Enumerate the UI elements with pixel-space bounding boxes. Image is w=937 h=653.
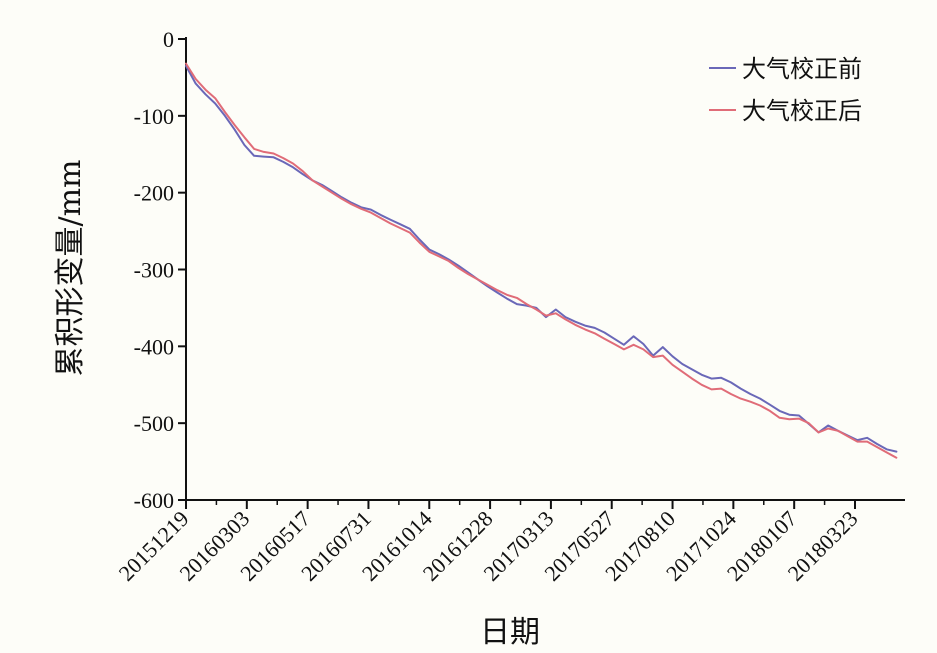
y-tick-label: -300 — [134, 258, 174, 283]
legend-label: 大气校正前 — [742, 55, 862, 83]
y-tick-label: -400 — [134, 334, 174, 359]
legend-label: 大气校正后 — [742, 97, 862, 125]
y-ticks: 0 -100 -200 -300 -400 -500 -600 — [134, 27, 186, 513]
x-axis-title: 日期 — [480, 615, 540, 650]
series-line-2 — [185, 62, 898, 459]
x-ticks: 2015121920160303201605172016073120161014… — [114, 500, 863, 586]
y-axis-title: 累积形变量/mm — [53, 159, 88, 376]
y-tick-label: 0 — [163, 27, 174, 52]
y-tick-label: -100 — [134, 104, 174, 129]
y-tick-label: -600 — [134, 488, 174, 513]
y-tick-label: -500 — [134, 411, 174, 436]
series-layer — [185, 62, 898, 459]
y-tick-label: -200 — [134, 181, 174, 206]
